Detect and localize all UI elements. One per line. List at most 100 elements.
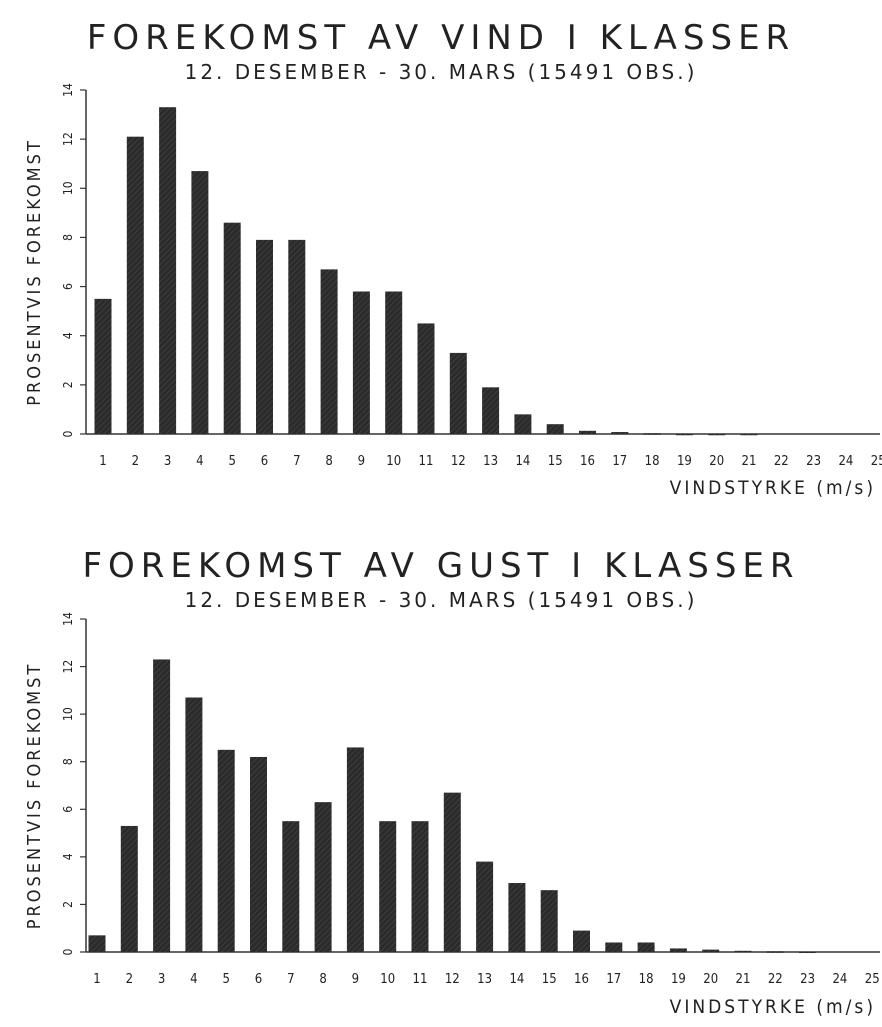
bar (476, 861, 494, 952)
bar (643, 433, 661, 435)
bar (153, 659, 171, 952)
bar (411, 821, 429, 952)
x-tick-label: 2 (126, 972, 133, 987)
x-tick-label: 15 (548, 454, 563, 469)
x-tick-label: 10 (380, 972, 395, 987)
bar (250, 756, 267, 952)
y-tick-label: 0 (61, 948, 75, 955)
y-tick-label: 2 (61, 901, 75, 908)
y-tick-label: 2 (61, 381, 75, 388)
x-tick-label: 23 (806, 454, 821, 469)
y-tick-label: 4 (61, 853, 75, 860)
bar (702, 949, 720, 952)
x-tick-label: 21 (742, 454, 757, 469)
bar (766, 951, 784, 953)
bar (352, 291, 370, 434)
bar (223, 222, 241, 434)
x-tick-label: 13 (477, 972, 492, 987)
x-tick-label: 4 (196, 454, 203, 469)
bar (385, 291, 403, 434)
x-tick-label: 9 (358, 454, 365, 469)
bar (288, 239, 306, 434)
bar (159, 107, 177, 434)
x-tick-label: 12 (451, 454, 466, 469)
x-tick-label: 14 (509, 972, 524, 987)
x-tick-label: 1 (93, 972, 100, 987)
x-tick-label: 7 (293, 454, 300, 469)
x-axis-label: VINDSTYRKE (m/s) (670, 477, 876, 499)
x-tick-label: 13 (483, 454, 498, 469)
bar (282, 821, 300, 952)
x-tick-label: 20 (709, 454, 724, 469)
x-tick-label: 21 (736, 972, 751, 987)
bar (417, 323, 435, 434)
y-tick-label: 4 (61, 332, 75, 339)
bar (217, 749, 235, 952)
x-tick-label: 22 (774, 454, 789, 469)
x-tick-label: 18 (645, 454, 660, 469)
chart-panel-gust: FOREKOMST AV GUST I KLASSER 12. DESEMBER… (0, 500, 882, 1027)
y-tick-label: 8 (61, 758, 75, 765)
x-tick-label: 15 (542, 972, 557, 987)
x-tick-label: 19 (677, 454, 692, 469)
bar (708, 433, 726, 436)
bar (799, 951, 817, 954)
bar (120, 825, 138, 952)
y-tick-label: 10 (61, 707, 75, 721)
y-tick-label: 6 (61, 806, 75, 813)
y-tick-label: 12 (61, 660, 75, 674)
x-tick-label: 14 (515, 454, 530, 469)
bar (669, 948, 687, 952)
x-tick-label: 16 (574, 972, 589, 987)
x-tick-label: 22 (768, 972, 783, 987)
x-tick-label: 11 (413, 972, 428, 987)
x-tick-label: 12 (445, 972, 460, 987)
bar (126, 136, 144, 434)
bar (320, 269, 338, 434)
bar (256, 239, 273, 434)
x-axis-label: VINDSTYRKE (m/s) (670, 996, 876, 1018)
y-tick-label: 10 (61, 181, 75, 195)
x-tick-label: 5 (222, 972, 229, 987)
x-tick-label: 7 (287, 972, 294, 987)
bar (605, 942, 623, 952)
x-tick-label: 3 (164, 454, 171, 469)
x-tick-label: 3 (158, 972, 165, 987)
x-tick-label: 17 (606, 972, 621, 987)
y-tick-label: 14 (61, 612, 75, 626)
y-axis-label: PROSENTVIS FOREKOMST (24, 662, 45, 930)
bar (675, 433, 693, 436)
x-tick-label: 20 (703, 972, 718, 987)
bar (379, 821, 397, 952)
bar (443, 792, 461, 952)
bar (88, 935, 106, 952)
x-tick-label: 5 (228, 454, 235, 469)
bar (514, 414, 532, 434)
x-tick-label: 19 (671, 972, 686, 987)
bar (191, 171, 209, 435)
bar (482, 387, 500, 434)
chart-subtitle: 12. DESEMBER - 30. MARS (15491 OBS.) (184, 60, 698, 84)
bar (508, 883, 526, 952)
bar (546, 424, 564, 434)
y-tick-label: 14 (61, 83, 75, 97)
bar (314, 802, 332, 952)
bar (94, 298, 112, 434)
x-tick-label: 23 (800, 972, 815, 987)
x-tick-label: 16 (580, 454, 595, 469)
y-tick-label: 6 (61, 283, 75, 290)
x-tick-label: 24 (832, 972, 847, 987)
chart-title: FOREKOMST AV VIND I KLASSER (86, 18, 796, 58)
bar (346, 747, 364, 952)
bar (540, 890, 558, 952)
x-tick-label: 10 (386, 454, 401, 469)
y-tick-label: 8 (61, 234, 75, 241)
x-tick-label: 6 (261, 454, 268, 469)
bar (185, 697, 203, 952)
bar (740, 433, 758, 436)
x-tick-label: 24 (838, 454, 853, 469)
x-tick-label: 18 (639, 972, 654, 987)
x-tick-label: 25 (865, 972, 880, 987)
